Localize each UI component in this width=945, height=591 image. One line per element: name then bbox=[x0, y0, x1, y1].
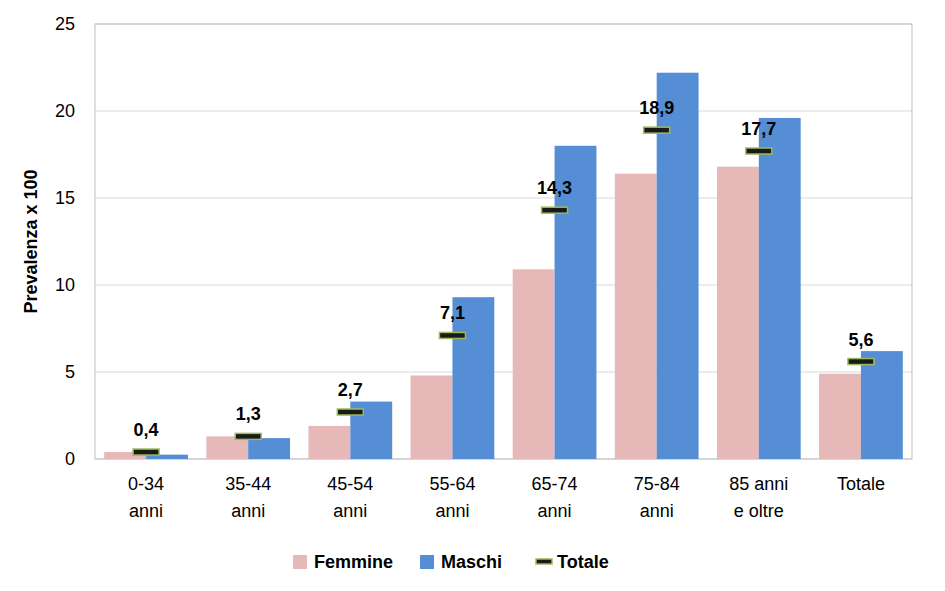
data-label: 1,3 bbox=[236, 404, 261, 424]
data-label: 2,7 bbox=[338, 380, 363, 400]
bar bbox=[513, 269, 555, 459]
total-marker bbox=[235, 433, 261, 439]
total-marker bbox=[133, 449, 159, 455]
legend-symbol bbox=[536, 559, 552, 564]
y-axis-label: Prevalenza x 100 bbox=[21, 169, 41, 313]
x-tick-label: 85 anni e oltre bbox=[729, 474, 788, 521]
x-tick-line: anni bbox=[435, 501, 469, 521]
x-tick-line: Totale bbox=[837, 474, 885, 494]
y-tick-label: 20 bbox=[55, 101, 75, 121]
y-tick-label: 15 bbox=[55, 188, 75, 208]
data-label: 18,9 bbox=[639, 98, 674, 118]
data-label: 14,3 bbox=[537, 178, 572, 198]
x-tick-line: anni bbox=[129, 501, 163, 521]
data-label: 5,6 bbox=[848, 330, 873, 350]
bar bbox=[411, 375, 453, 459]
data-label: 0,4 bbox=[134, 420, 159, 440]
total-marker bbox=[337, 409, 363, 415]
chart: 0 5 10 15 20 25 Prevalenza x 100 0,4 1,3 2,7 7,1 14… bbox=[0, 0, 945, 591]
x-tick-line: e oltre bbox=[734, 501, 784, 521]
x-tick-line: anni bbox=[231, 501, 265, 521]
x-tick-label: 0-34 anni bbox=[128, 474, 164, 521]
data-label: 7,1 bbox=[440, 303, 465, 323]
y-tick-label: 0 bbox=[65, 449, 75, 469]
x-tick-line: anni bbox=[538, 501, 572, 521]
x-tick-line: 45-54 bbox=[327, 474, 373, 494]
total-marker bbox=[439, 332, 465, 338]
legend-symbol bbox=[293, 555, 307, 569]
total-marker bbox=[644, 127, 670, 133]
total-marker bbox=[542, 207, 568, 213]
x-tick-label: 35-44 anni bbox=[225, 474, 271, 521]
x-tick-label: 65-74 anni bbox=[532, 474, 578, 521]
x-tick-label: 75-84 anni bbox=[634, 474, 680, 521]
bar bbox=[759, 118, 801, 459]
x-tick-line: anni bbox=[333, 501, 367, 521]
legend: Femmine Maschi Totale bbox=[293, 552, 609, 572]
y-tick-label: 25 bbox=[55, 14, 75, 34]
y-tick-label: 5 bbox=[65, 362, 75, 382]
plot-frame bbox=[95, 24, 912, 459]
legend-symbol bbox=[420, 555, 434, 569]
x-tick-line: 55-64 bbox=[429, 474, 475, 494]
x-tick-label: 55-64 anni bbox=[429, 474, 475, 521]
legend-label: Femmine bbox=[314, 552, 393, 572]
bar bbox=[248, 438, 290, 459]
total-marker bbox=[746, 148, 772, 154]
bar bbox=[819, 374, 861, 459]
y-tick-label: 10 bbox=[55, 275, 75, 295]
x-tick-line: 0-34 bbox=[128, 474, 164, 494]
page: {"chart_data": { "type": "bar", "y_label… bbox=[0, 0, 945, 591]
x-tick-line: 85 anni bbox=[729, 474, 788, 494]
total-marker bbox=[848, 359, 874, 365]
bar bbox=[615, 174, 657, 459]
x-tick-line: 65-74 bbox=[532, 474, 578, 494]
x-tick-label: 45-54 anni bbox=[327, 474, 373, 521]
legend-label: Maschi bbox=[441, 552, 502, 572]
bar bbox=[861, 351, 903, 459]
data-label: 17,7 bbox=[741, 119, 776, 139]
data-labels: 0,4 1,3 2,7 7,1 14,3 18,9 17,7 5,6 bbox=[134, 98, 874, 440]
x-tick-line: 35-44 bbox=[225, 474, 271, 494]
x-tick-line: 75-84 bbox=[634, 474, 680, 494]
grid-line bbox=[95, 111, 912, 112]
x-tick-line: anni bbox=[640, 501, 674, 521]
bar bbox=[308, 426, 350, 459]
x-tick-label: Totale bbox=[837, 474, 885, 494]
marks bbox=[104, 73, 903, 459]
legend-label: Totale bbox=[557, 552, 609, 572]
bar bbox=[717, 167, 759, 459]
